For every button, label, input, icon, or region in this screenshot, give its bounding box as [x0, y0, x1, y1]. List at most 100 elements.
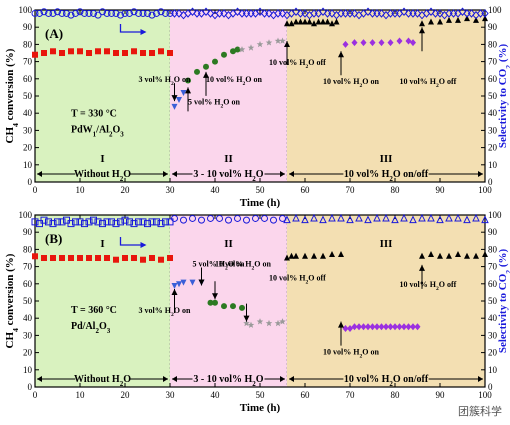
x-tick-label: 60: [301, 185, 311, 195]
data-point: [140, 50, 146, 56]
data-point: [427, 213, 435, 222]
annotation-text: 10 vol% H2O off: [400, 77, 457, 89]
region-arrowhead: [163, 171, 168, 177]
data-point: [238, 46, 246, 53]
series-10: [283, 213, 489, 224]
data-point: [157, 8, 165, 16]
text-span: 3 - 10 vol% H: [193, 374, 252, 385]
annotation-text: 10 vol% H2O off: [269, 273, 326, 285]
region-note: 10 vol% H2O on/off: [344, 169, 429, 183]
series-3: [207, 299, 245, 311]
y-tick-label-left: 70: [23, 57, 33, 67]
data-point: [81, 9, 88, 17]
text-span: O on: [174, 306, 191, 315]
data-point: [41, 50, 47, 56]
data-point: [117, 218, 124, 226]
data-point: [301, 9, 309, 18]
region-2-background: [170, 215, 287, 387]
data-point: [40, 216, 48, 224]
region-arrowhead: [478, 171, 483, 177]
data-point: [130, 8, 138, 16]
data-point: [90, 216, 97, 224]
data-point: [54, 218, 61, 226]
text-span: CH: [4, 332, 16, 349]
series-8: [31, 8, 174, 19]
data-point: [310, 213, 318, 222]
panel-label: (A): [45, 26, 63, 41]
region-label: II: [224, 153, 233, 165]
data-point: [58, 218, 66, 226]
x-tick-label: 20: [121, 185, 131, 195]
data-point: [293, 252, 299, 259]
data-point: [167, 50, 173, 56]
text-span: 10 vol% H: [344, 169, 390, 180]
data-point: [113, 50, 119, 56]
text-span: O on: [228, 260, 245, 269]
text-span: 3 vol% H: [139, 75, 172, 84]
x-tick-label: 0: [33, 390, 38, 400]
data-point: [247, 321, 255, 328]
data-point: [234, 214, 241, 222]
data-point: [377, 9, 386, 18]
data-point: [171, 214, 178, 222]
data-point: [243, 319, 250, 327]
x-tick-label: 20: [121, 390, 131, 400]
series-9: [171, 214, 286, 224]
y-tick-label-left: 30: [23, 330, 33, 340]
data-point: [130, 220, 138, 228]
data-point: [401, 323, 407, 331]
region-note: Without H2O: [74, 374, 131, 388]
data-point: [49, 9, 57, 17]
data-point: [36, 9, 43, 17]
y-tick-label-left: 10: [23, 365, 33, 375]
data-point: [77, 255, 83, 261]
subscript: 2: [389, 175, 393, 183]
right-axis-pointer-head: [140, 29, 147, 35]
data-point: [225, 216, 232, 224]
text-span: T = 360 °C: [71, 305, 117, 316]
data-point: [351, 323, 358, 331]
region-3-background: [287, 10, 485, 182]
data-point: [144, 9, 151, 17]
data-point: [206, 9, 215, 18]
text-span: O on/off: [393, 374, 429, 385]
data-point: [162, 9, 169, 17]
data-point: [338, 251, 344, 258]
text-span: O: [99, 321, 107, 332]
series-8: [31, 216, 174, 228]
subscript: 2: [242, 81, 245, 87]
y-tick-label-left: 90: [23, 22, 33, 32]
text-span: O: [256, 374, 264, 385]
condition-text: T = 330 °C: [71, 109, 117, 120]
x-tick-label: 40: [211, 185, 221, 195]
y-tick-label-left: 40: [23, 108, 33, 118]
subscript: 2: [95, 327, 99, 335]
data-point: [337, 213, 345, 222]
data-point: [166, 218, 174, 226]
region-1-background: [35, 10, 170, 182]
data-point: [455, 16, 461, 23]
data-point: [283, 215, 291, 224]
text-span: O: [256, 169, 264, 180]
data-point: [189, 279, 196, 286]
data-point: [437, 18, 443, 25]
data-point: [139, 9, 147, 17]
subscript: 2: [120, 175, 124, 183]
data-point: [86, 255, 92, 261]
data-point: [32, 51, 38, 58]
y-tick-label-left: 10: [23, 160, 33, 170]
y-tick-label-right: 70: [488, 262, 498, 272]
y-tick-label-right: 100: [488, 5, 502, 15]
data-point: [302, 18, 308, 25]
y-tick-label-right: 0: [488, 177, 493, 187]
data-point: [410, 39, 416, 47]
data-point: [378, 323, 385, 331]
region-arrowhead: [172, 171, 177, 177]
region-arrowhead: [478, 376, 483, 382]
text-span: Pd/Al: [71, 321, 96, 332]
text-span: Without H: [74, 374, 120, 385]
x-tick-label: 100: [478, 390, 492, 400]
data-point: [103, 9, 111, 17]
subscript: 2: [252, 380, 256, 388]
